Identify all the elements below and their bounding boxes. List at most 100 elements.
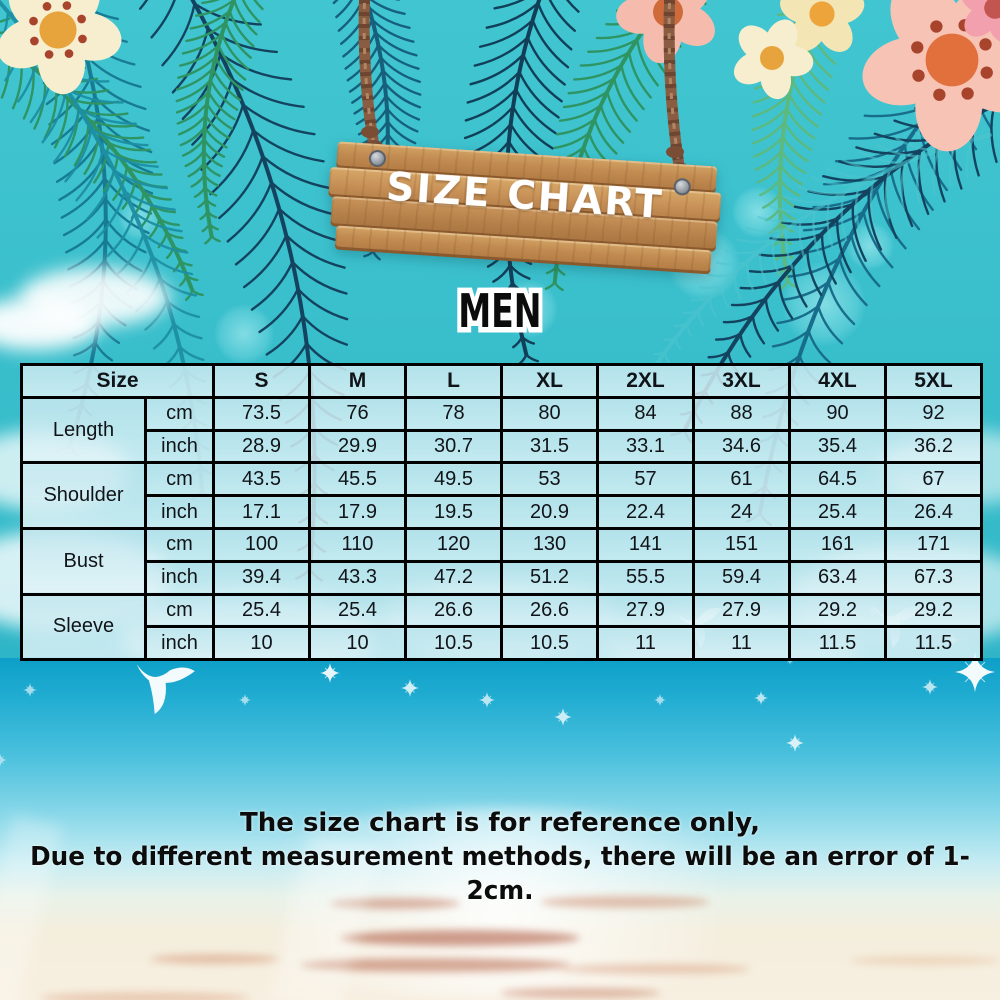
value-cell: 27.9 (596, 592, 695, 629)
value-cell: 67 (884, 461, 983, 498)
measurement-label: Bust (20, 526, 147, 596)
value-cell: 20.9 (500, 494, 599, 530)
value-cell: 55.5 (596, 559, 695, 596)
value-cell: 11.5 (788, 625, 887, 662)
value-cell: 80 (500, 395, 599, 432)
flower-icon (0, 0, 122, 95)
value-cell: 88 (692, 395, 791, 432)
value-cell: 110 (308, 526, 407, 563)
value-cell: 25.4 (308, 592, 407, 629)
value-cell: 161 (788, 526, 887, 563)
corner-header: Size (20, 363, 215, 399)
palm-frond (175, 0, 264, 245)
size-header: L (404, 363, 503, 399)
value-cell: 17.9 (308, 494, 407, 530)
value-cell: 43.3 (308, 559, 407, 596)
sparkle-icon (922, 679, 938, 695)
sand-streak (300, 958, 570, 972)
value-cell: 19.5 (404, 494, 503, 530)
value-cell: 11 (692, 625, 791, 662)
value-cell: 47.2 (404, 559, 503, 596)
size-header: 4XL (788, 363, 887, 399)
value-cell: 17.1 (212, 494, 311, 530)
value-cell: 25.4 (212, 592, 311, 629)
value-cell: 45.5 (308, 461, 407, 498)
unit-label: inch (144, 559, 215, 596)
section-heading-label: MEN (458, 284, 542, 338)
size-header: XL (500, 363, 599, 399)
value-cell: 29.9 (308, 428, 407, 465)
sparkle-icon (320, 663, 340, 683)
value-cell: 76 (308, 395, 407, 432)
value-cell: 29.2 (884, 592, 983, 629)
sand-streak (560, 964, 750, 974)
value-cell: 84 (596, 395, 695, 432)
sparkle-icon (239, 694, 251, 706)
size-header: S (212, 363, 311, 399)
disclaimer-line1: The size chart is for reference only, (240, 808, 760, 838)
value-cell: 90 (788, 395, 887, 432)
value-cell: 51.2 (500, 559, 599, 596)
size-header: 3XL (692, 363, 791, 399)
size-table-container: Size S M L XL 2XL 3XL 4XL 5XL Length cm 73.5 76 78 80 8… (20, 363, 983, 662)
value-cell: 10 (212, 625, 311, 662)
unit-label: cm (144, 592, 215, 629)
disclaimer: The size chart is for reference only, Du… (0, 806, 1000, 908)
unit-label: inch (144, 428, 215, 465)
value-cell: 171 (884, 526, 983, 563)
bokeh-light (214, 304, 274, 364)
disclaimer-line2: Due to different measurement methods, th… (30, 842, 970, 906)
value-cell: 61 (692, 461, 791, 498)
value-cell: 33.1 (596, 428, 695, 465)
value-cell: 49.5 (404, 461, 503, 498)
seagull-icon (136, 664, 195, 715)
sparkle-icon (754, 691, 768, 705)
unit-label: cm (144, 395, 215, 432)
flower-icon (961, 0, 1000, 44)
unit-label: cm (144, 461, 215, 498)
sparkle-icon (401, 679, 419, 697)
value-cell: 59.4 (692, 559, 791, 596)
sparkle-icon (0, 753, 7, 767)
rope-right (663, 0, 687, 184)
value-cell: 26.6 (500, 592, 599, 629)
value-cell: 28.9 (212, 428, 311, 465)
measurement-label: Length (20, 395, 147, 465)
measurement-label: Sleeve (20, 592, 147, 662)
value-cell: 29.2 (788, 592, 887, 629)
cloud (0, 298, 100, 350)
rope-knot (666, 146, 684, 158)
value-cell: 67.3 (884, 559, 983, 596)
sand-streak (150, 954, 280, 964)
value-cell: 25.4 (788, 494, 887, 530)
flower-icon (733, 19, 814, 100)
value-cell: 78 (404, 395, 503, 432)
value-cell: 10.5 (404, 625, 503, 662)
value-cell: 26.6 (404, 592, 503, 629)
unit-label: inch (144, 625, 215, 662)
sand-streak (500, 988, 660, 998)
value-cell: 24 (692, 494, 791, 530)
size-header: M (308, 363, 407, 399)
sparkle-icon (554, 708, 572, 726)
value-cell: 130 (500, 526, 599, 563)
value-cell: 57 (596, 461, 695, 498)
sand-streak (330, 898, 460, 909)
sea-and-beach (0, 658, 1000, 1000)
rope-knot (361, 126, 379, 138)
value-cell: 64.5 (788, 461, 887, 498)
unit-label: inch (144, 494, 215, 530)
value-cell: 92 (884, 395, 983, 432)
value-cell: 11 (596, 625, 695, 662)
sparkle-icon (786, 734, 804, 752)
value-cell: 27.9 (692, 592, 791, 629)
size-header: 5XL (884, 363, 983, 399)
section-heading-outline: MEN (454, 283, 545, 340)
size-header: 2XL (596, 363, 695, 399)
rope-left (358, 0, 382, 162)
flower-icon (780, 0, 865, 52)
size-table: Size S M L XL 2XL 3XL 4XL 5XL Length cm 73.5 76 78 80 8… (20, 363, 983, 662)
sparkle-icon (23, 683, 37, 697)
value-cell: 31.5 (500, 428, 599, 465)
